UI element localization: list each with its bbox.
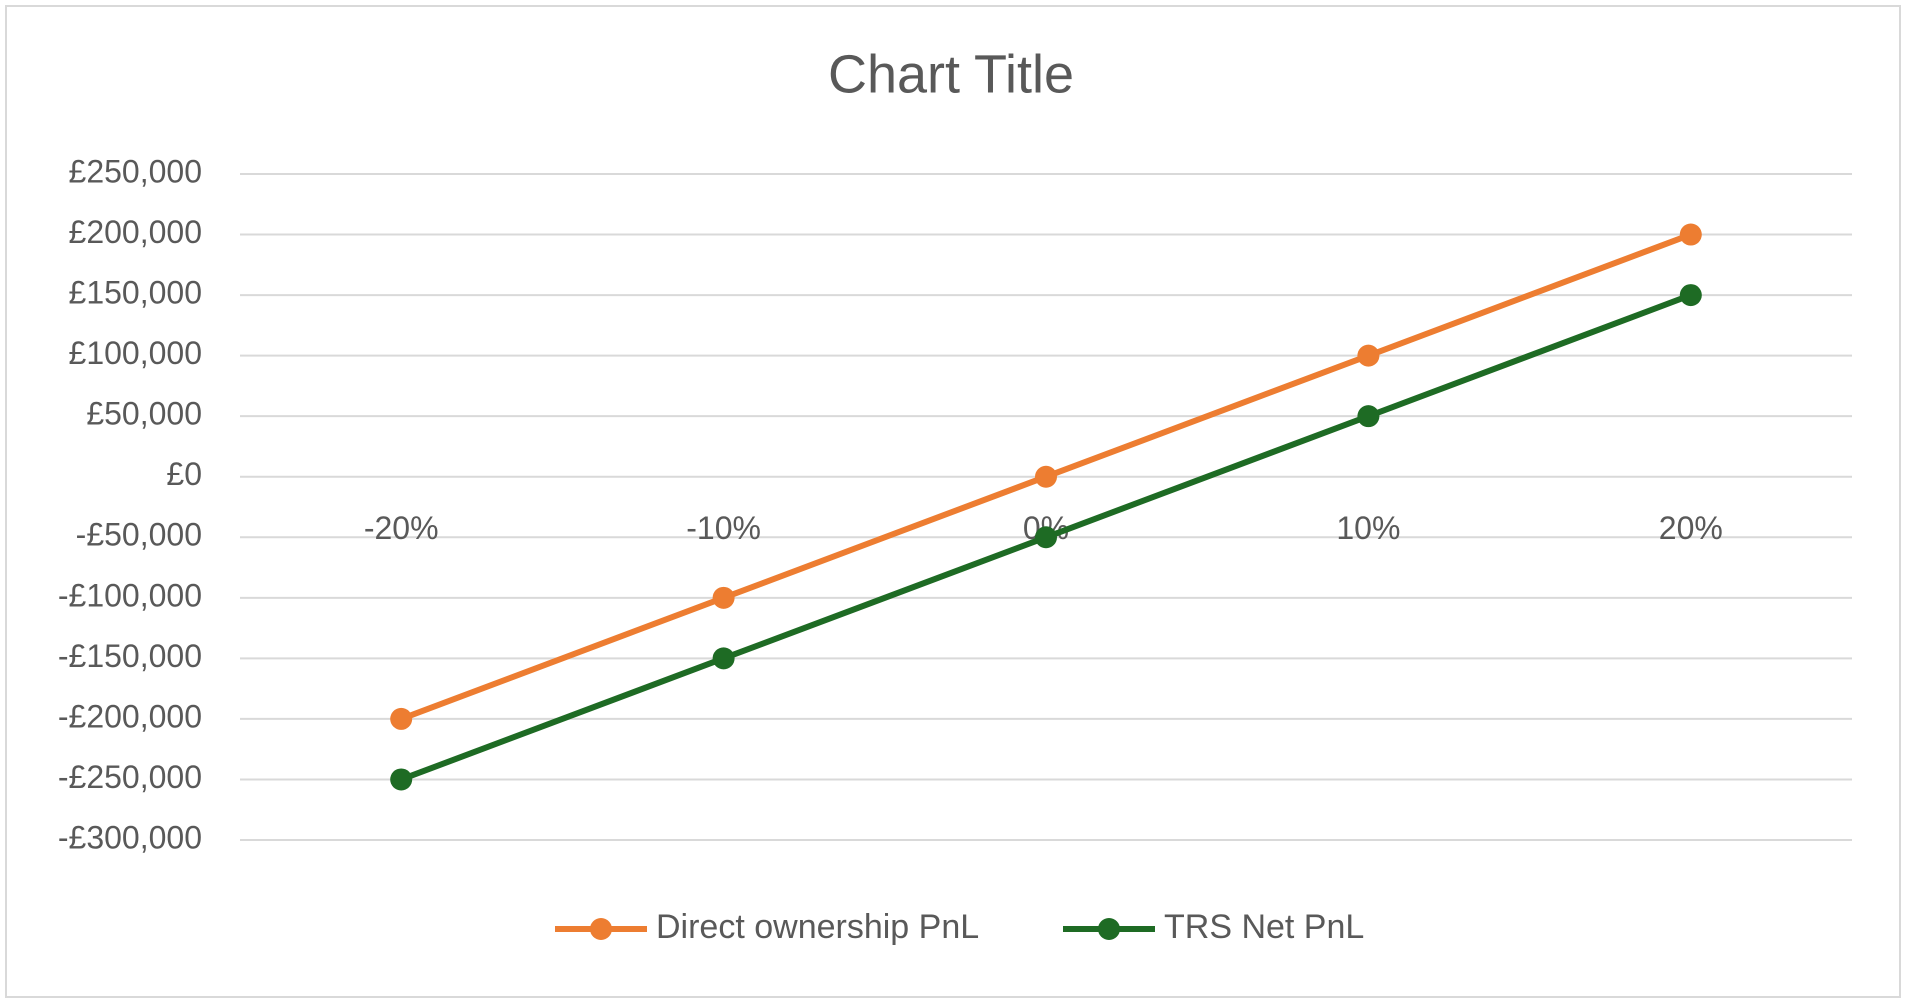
series-marker <box>712 647 735 670</box>
series-marker <box>712 586 735 609</box>
series-marker <box>1679 284 1702 307</box>
series-marker <box>390 768 413 791</box>
y-tick-label: £0 <box>166 456 202 492</box>
chart-border <box>5 5 1901 998</box>
y-tick-label: -£250,000 <box>58 759 202 795</box>
x-tick-label: 20% <box>1659 510 1723 546</box>
y-tick-label: £100,000 <box>69 335 202 371</box>
x-tick-label: -20% <box>364 510 439 546</box>
y-tick-label: -£300,000 <box>58 819 202 855</box>
x-tick-label: -10% <box>686 510 761 546</box>
legend-label: TRS Net PnL <box>1164 908 1364 946</box>
legend-label: Direct ownership PnL <box>656 908 979 946</box>
legend-marker <box>590 918 612 940</box>
series-marker <box>1679 223 1702 246</box>
y-tick-label: -£200,000 <box>58 698 202 734</box>
y-tick-label: -£50,000 <box>76 517 202 553</box>
y-tick-label: £250,000 <box>69 153 202 189</box>
y-tick-label: -£100,000 <box>58 577 202 613</box>
chart-title: Chart Title <box>828 44 1074 104</box>
y-tick-label: £200,000 <box>69 214 202 250</box>
y-tick-label: -£150,000 <box>58 638 202 674</box>
y-tick-label: £50,000 <box>86 396 202 432</box>
legend-marker <box>1098 918 1120 940</box>
series-marker <box>1035 526 1057 549</box>
y-tick-label: £150,000 <box>69 275 202 311</box>
series-marker <box>1357 344 1380 367</box>
x-tick-label: 10% <box>1336 510 1400 546</box>
series-marker <box>390 707 413 730</box>
series-marker <box>1357 405 1380 428</box>
series-marker <box>1035 465 1057 488</box>
